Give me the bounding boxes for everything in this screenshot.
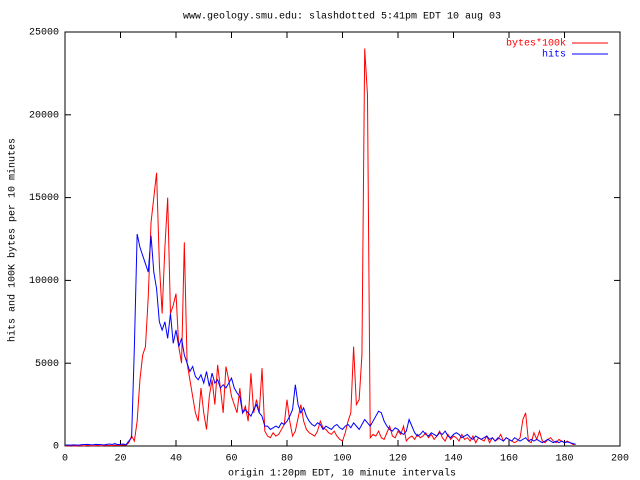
- y-tick-label: 20000: [29, 110, 59, 121]
- data-line: [64, 233, 576, 446]
- x-tick-label: 200: [611, 454, 629, 465]
- y-tick-label: 0: [53, 442, 59, 453]
- x-tick-label: 60: [225, 454, 237, 465]
- x-axis-label: origin 1:20pm EDT, 10 minute intervals: [228, 468, 456, 480]
- x-tick-label: 40: [170, 454, 182, 465]
- x-tick-label: 20: [114, 454, 126, 465]
- x-tick-label: 80: [281, 454, 293, 465]
- chart-title: www.geology.smu.edu: slashdotted 5:41pm …: [183, 11, 501, 23]
- y-tick-label: 5000: [35, 359, 59, 370]
- x-tick-label: 180: [555, 454, 573, 465]
- x-tick-label: 120: [389, 454, 407, 465]
- x-tick-label: 140: [444, 454, 462, 465]
- y-tick-label: 10000: [29, 276, 59, 287]
- y-tick-label: 25000: [29, 28, 59, 39]
- legend-label: bytes*100k: [506, 38, 566, 50]
- x-tick-label: 100: [333, 454, 351, 465]
- y-tick-label: 15000: [29, 193, 59, 204]
- x-tick-label: 0: [62, 454, 68, 465]
- x-tick-label: 160: [500, 454, 518, 465]
- legend-label: hits: [542, 49, 566, 61]
- y-axis-label: hits and 100K bytes per 10 minutes: [7, 138, 19, 342]
